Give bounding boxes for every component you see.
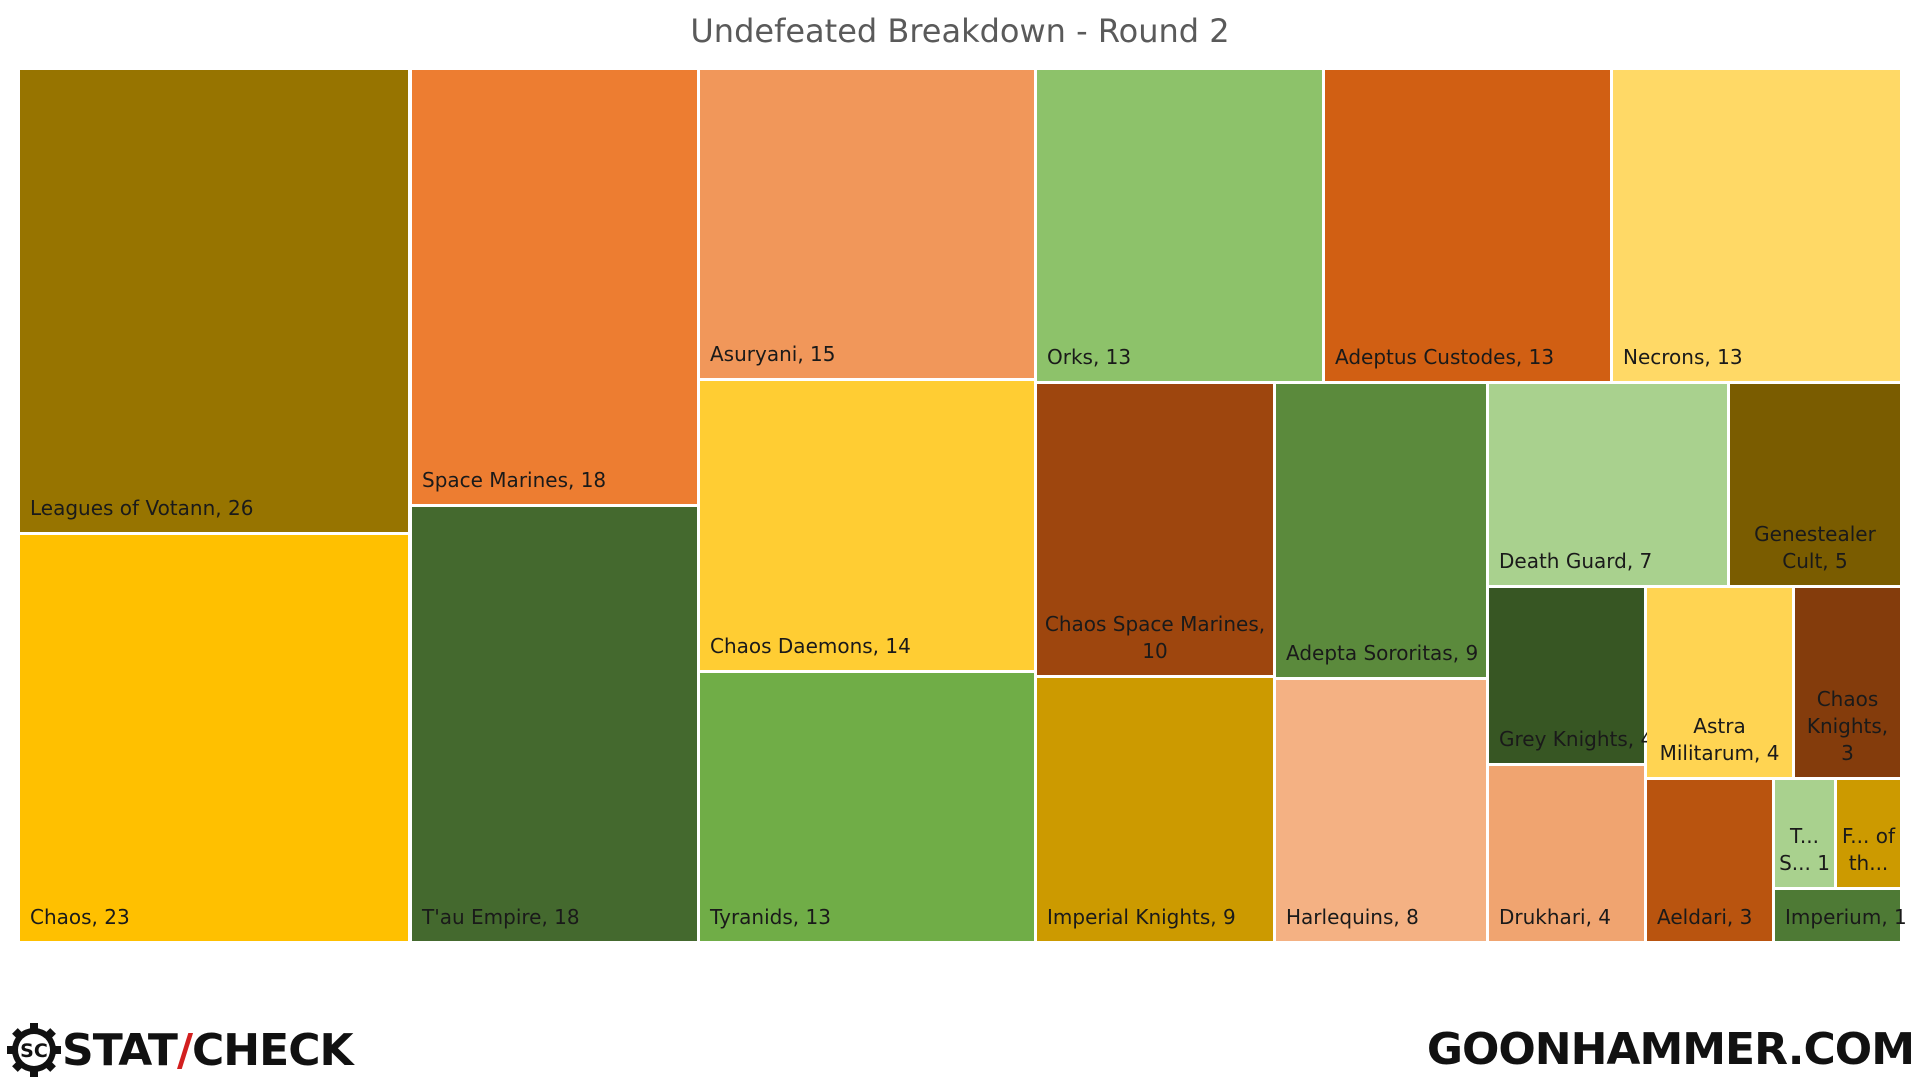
chart-title: Undefeated Breakdown - Round 2 [690,12,1230,50]
tile-label: Harlequins, 8 [1286,905,1419,929]
tile-label: Aeldari, 3 [1657,905,1753,929]
treemap-tile: Chaos Daemons, 14 [700,381,1034,670]
tile-label: Imperial Knights, 9 [1047,905,1236,929]
goonhammer-brand: GOONHAMMER.COM [1426,1024,1915,1075]
tile-label: T... S... 1 [1779,824,1830,875]
gear-logo-icon: SC [7,1023,61,1077]
tile-label: Leagues of Votann, 26 [30,496,254,520]
treemap-tile: Tyranids, 13 [700,673,1034,941]
tile-label: Imperium, 1 [1785,905,1907,929]
statcheck-logo: SC STAT / CHECK [6,1022,354,1078]
tile-label: Astra Militarum, 4 [1659,714,1780,765]
treemap-tile: Drukhari, 4 [1489,766,1644,941]
treemap-tile: Chaos Space Marines, 10 [1037,384,1273,675]
tile-label: Grey Knights, 4 [1499,727,1654,751]
treemap-tile: Asuryani, 15 [700,70,1034,378]
tile-label: Necrons, 13 [1623,345,1743,369]
tile-label: Tyranids, 13 [710,905,831,929]
tile-label: Chaos Daemons, 14 [710,634,911,658]
treemap-tile: Space Marines, 18 [412,70,697,504]
tile-label: Chaos, 23 [30,905,130,929]
brand-stat: STAT [62,1024,178,1076]
treemap-tile: T... S... 1 [1775,780,1834,887]
treemap-tile: Grey Knights, 4 [1489,588,1653,763]
logo-mark-text: SC [20,1040,48,1062]
tile-label: Space Marines, 18 [422,468,607,492]
tile-label: Asuryani, 15 [710,342,836,366]
treemap-tile: Necrons, 13 [1613,70,1900,381]
tile-label: Chaos Space Marines, 10 [1044,612,1266,663]
treemap-tile: Imperium, 1 [1775,890,1907,941]
treemap-tile: Adepta Sororitas, 9 [1276,384,1486,677]
brand-check: CHECK [192,1024,354,1076]
tile-label: Genestealer Cult, 5 [1754,522,1876,573]
tile-label: Adepta Sororitas, 9 [1286,641,1479,665]
treemap-tile: Genestealer Cult, 5 [1730,384,1900,585]
tile-label: T'au Empire, 18 [422,905,580,929]
treemap-tile: F... of th... [1837,780,1900,887]
treemap-tile: Aeldari, 3 [1647,780,1772,941]
treemap-tile: Adeptus Custodes, 13 [1325,70,1610,381]
tile-label: Drukhari, 4 [1499,905,1612,929]
treemap-tile: Orks, 13 [1037,70,1322,381]
treemap-tile: Imperial Knights, 9 [1037,678,1273,941]
brand-slash: / [176,1024,193,1076]
treemap-tile: Astra Militarum, 4 [1647,588,1792,777]
tile-label: Orks, 13 [1047,345,1132,369]
treemap-tile: Death Guard, 7 [1489,384,1727,585]
treemap-tile: Chaos, 23 [20,535,408,941]
treemap-tile: Leagues of Votann, 26 [20,70,408,532]
treemap-tile: Chaos Knights, 3 [1795,588,1900,777]
tile-label: Adeptus Custodes, 13 [1335,345,1555,369]
tile-label: Chaos Knights, 3 [1806,687,1889,765]
tile-label: Death Guard, 7 [1499,549,1653,573]
treemap-tile: Harlequins, 8 [1276,680,1486,941]
treemap-tile: T'au Empire, 18 [412,507,697,941]
tile-label: F... of th... [1842,824,1895,875]
